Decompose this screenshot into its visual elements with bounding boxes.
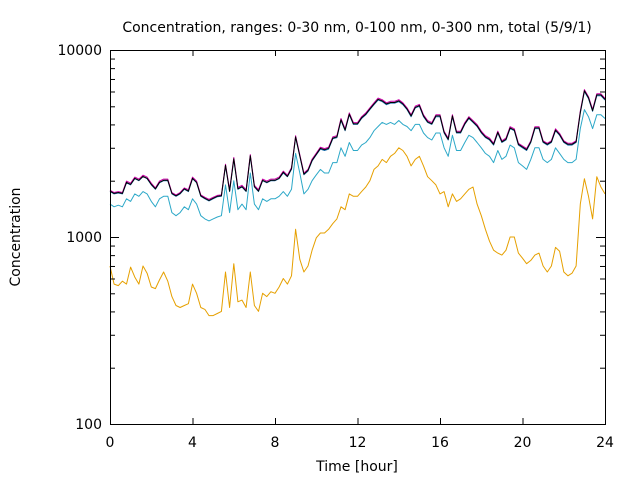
series-line-total bbox=[109, 89, 606, 200]
y-tick-label: 100 bbox=[75, 417, 102, 433]
y-tick-label: 1000 bbox=[66, 230, 102, 246]
x-tick-label: 0 bbox=[106, 435, 115, 451]
series-line-0-30nm bbox=[109, 147, 606, 317]
x-tick-label: 12 bbox=[349, 435, 367, 451]
series-layer bbox=[109, 89, 606, 317]
tick-layer: 0 4 8 12 16 20 24 100 1000 10000 bbox=[57, 43, 614, 451]
x-tick-label: 16 bbox=[431, 435, 449, 451]
x-tick-label: 20 bbox=[514, 435, 532, 451]
x-tick-label: 4 bbox=[188, 435, 197, 451]
series-line-extra bbox=[109, 90, 606, 201]
x-tick-label: 8 bbox=[271, 435, 280, 451]
plot-frame bbox=[110, 50, 606, 425]
series-line-0-300nm bbox=[109, 91, 606, 202]
x-tick-label: 24 bbox=[596, 435, 614, 451]
y-axis-label: Concentration bbox=[8, 187, 24, 286]
x-axis-label: Time [hour] bbox=[315, 459, 398, 475]
series-line-0-100nm bbox=[109, 109, 606, 222]
y-tick-label: 10000 bbox=[57, 43, 102, 59]
chart-title: Concentration, ranges: 0-30 nm, 0-100 nm… bbox=[122, 20, 591, 36]
